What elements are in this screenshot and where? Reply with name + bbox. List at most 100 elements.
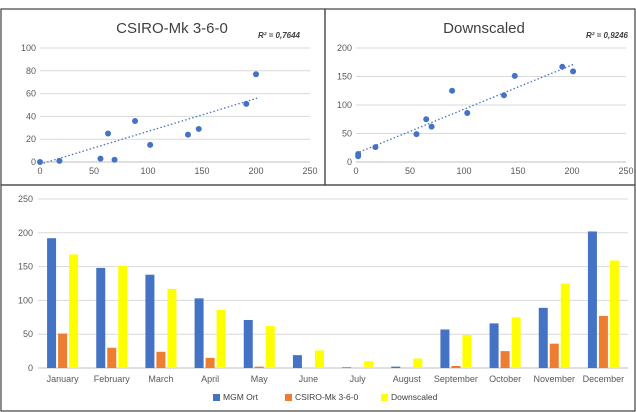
data-point — [511, 72, 518, 79]
bar — [314, 350, 324, 368]
data-point — [570, 68, 577, 75]
y-tick-label: 250 — [18, 194, 33, 204]
x-tick-label: 50 — [405, 166, 415, 176]
y-tick-label: 60 — [26, 89, 36, 99]
bar — [205, 357, 215, 368]
bar — [265, 326, 275, 368]
y-tick-label: 50 — [342, 129, 352, 139]
y-tick-label: 0 — [31, 157, 36, 167]
bar — [462, 334, 472, 368]
y-tick-label: 200 — [337, 43, 352, 53]
x-tick-label: 250 — [302, 166, 317, 176]
bar — [440, 329, 450, 368]
monthly-bar-chart: 0 50 100 150 200 250 January February March April… — [18, 194, 628, 384]
bar — [391, 366, 401, 368]
legend-label: Downscaled — [391, 392, 438, 402]
bar — [587, 231, 597, 368]
data-point — [372, 144, 379, 151]
bar — [500, 351, 510, 368]
x-tick-label: 100 — [456, 166, 471, 176]
x-tick-label: 150 — [194, 166, 209, 176]
x-tick-label: 0 — [37, 166, 42, 176]
x-tick-label: 200 — [248, 166, 263, 176]
r-squared-annotation: R² = 0,7644 — [258, 31, 301, 40]
y-tick-label: 200 — [18, 228, 33, 238]
y-tick-label: 100 — [18, 295, 33, 305]
bar — [118, 265, 128, 368]
x-tick-label: 250 — [618, 166, 633, 176]
bar — [243, 320, 253, 368]
y-tick-label: 100 — [21, 43, 36, 53]
panel-monthly-bar — [0, 184, 636, 412]
bar — [560, 283, 570, 368]
x-tick-label: November — [533, 374, 575, 384]
bar — [254, 366, 264, 368]
bar — [107, 347, 117, 368]
bar — [549, 343, 559, 368]
legend-swatch — [213, 394, 220, 401]
y-tick-label: 0 — [347, 157, 352, 167]
x-tick-label: August — [393, 374, 422, 384]
bar — [58, 333, 68, 368]
y-tick-label: 80 — [26, 66, 36, 76]
data-point — [413, 131, 420, 138]
bar — [538, 307, 548, 368]
x-tick-label: 100 — [140, 166, 155, 176]
x-tick-label: October — [489, 374, 521, 384]
data-point — [253, 71, 259, 78]
data-point — [147, 141, 154, 148]
legend: MGM Ort CSIRO-Mk 3-6-0 Downscaled — [213, 392, 438, 402]
data-point — [184, 131, 191, 138]
bar — [598, 315, 608, 368]
bar — [364, 361, 374, 368]
r-squared-annotation: R² = 0,9246 — [586, 31, 629, 40]
bar — [216, 309, 226, 368]
y-tick-label: 150 — [337, 72, 352, 82]
data-point — [500, 92, 507, 99]
x-tick-label: 0 — [353, 166, 358, 176]
data-point — [464, 109, 471, 116]
data-point — [111, 156, 118, 163]
trendline — [39, 97, 258, 165]
x-tick-label: May — [251, 374, 269, 384]
bar — [451, 365, 461, 368]
bar — [69, 254, 79, 368]
x-tick-label: 150 — [510, 166, 525, 176]
bar — [489, 323, 499, 368]
x-tick-label: March — [148, 374, 173, 384]
data-point — [428, 123, 435, 130]
data-point — [37, 159, 43, 165]
data-point — [243, 100, 250, 107]
x-tick-label: January — [47, 374, 80, 384]
bar — [47, 238, 57, 368]
x-tick-label: 200 — [564, 166, 579, 176]
chart-title: Downscaled — [443, 20, 525, 37]
data-point — [559, 63, 566, 70]
trendline — [355, 63, 574, 155]
legend-label: MGM Ort — [223, 392, 259, 402]
y-tick-label: 0 — [28, 363, 33, 373]
bar — [194, 298, 204, 368]
y-tick-label: 20 — [26, 134, 36, 144]
bar — [167, 288, 177, 368]
bar — [96, 267, 106, 368]
data-point — [195, 125, 202, 132]
x-tick-label: July — [350, 374, 367, 384]
bar — [511, 317, 521, 368]
bar — [413, 358, 423, 368]
x-tick-label: September — [434, 374, 478, 384]
bar — [145, 274, 155, 368]
x-tick-label: June — [299, 374, 319, 384]
y-tick-label: 100 — [337, 100, 352, 110]
x-tick-label: December — [583, 374, 625, 384]
chart-title: CSIRO-Mk 3-6-0 — [116, 20, 228, 37]
data-point — [105, 130, 112, 137]
data-point — [132, 117, 139, 124]
bar — [292, 355, 302, 368]
legend-swatch — [381, 394, 388, 401]
x-tick-label: 50 — [89, 166, 99, 176]
x-tick-label: April — [201, 374, 219, 384]
x-tick-label: February — [94, 374, 131, 384]
csiro-scatter-chart: CSIRO-Mk 3-6-0 R² = 0,7644 0 20 40 60 80 100 0… — [21, 20, 318, 176]
